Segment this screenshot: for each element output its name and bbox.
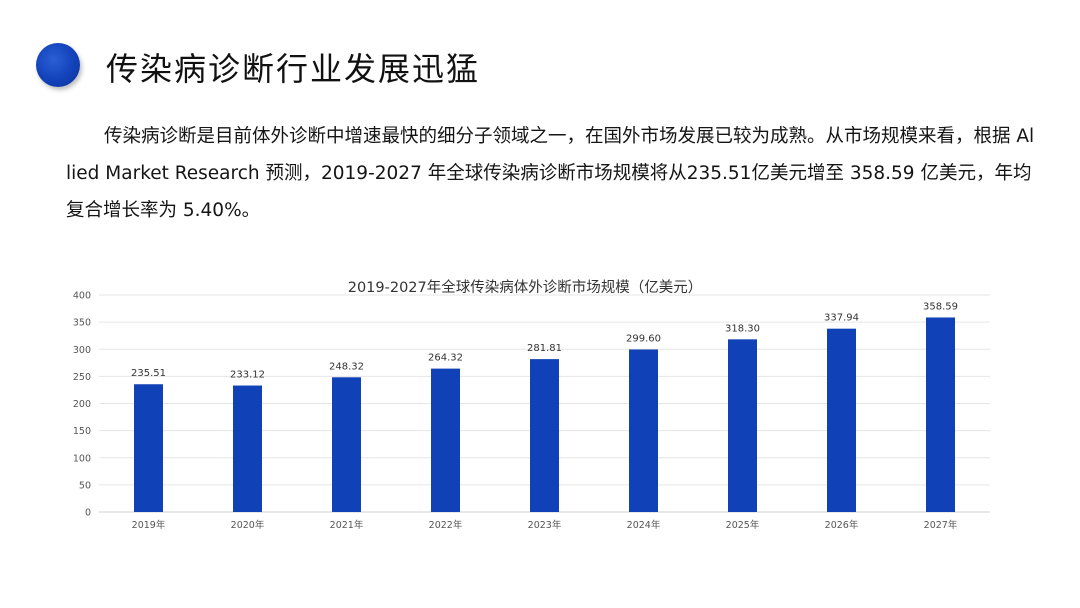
bar — [233, 385, 262, 512]
bar-value-label: 235.51 — [131, 368, 166, 379]
y-tick-label: 100 — [73, 453, 91, 464]
page-title: 传染病诊断行业发展迅猛 — [106, 50, 481, 88]
bar — [134, 384, 163, 512]
x-tick-label: 2023年 — [528, 519, 562, 531]
chart-bars — [134, 317, 955, 512]
y-tick-label: 200 — [73, 399, 91, 410]
x-tick-label: 2026年 — [825, 519, 859, 531]
bar-value-label: 337.94 — [824, 313, 859, 324]
bar — [728, 339, 757, 512]
y-tick-label: 300 — [73, 345, 91, 356]
y-tick-label: 50 — [79, 480, 91, 491]
chart-svg: 2019-2027年全球传染病体外诊断市场规模（亿美元） 0 50 100 150 20… — [73, 278, 990, 531]
chart-title: 2019-2027年全球传染病体外诊断市场规模（亿美元） — [348, 278, 703, 296]
x-tick-label: 2020年 — [231, 519, 265, 531]
x-tick-label: 2024年 — [627, 519, 661, 531]
bar — [332, 377, 361, 512]
x-tick-label: 2022年 — [429, 519, 463, 531]
bar — [926, 317, 955, 512]
y-tick-label: 350 — [73, 318, 91, 329]
bar-value-label: 281.81 — [527, 343, 562, 354]
y-axis-tick-labels: 0 50 100 150 200 250 300 350 400 — [73, 291, 91, 519]
bar — [629, 349, 658, 512]
header-bullet-icon — [36, 43, 80, 87]
bar-value-label: 248.32 — [329, 361, 364, 372]
y-tick-label: 250 — [73, 372, 91, 383]
x-tick-label: 2019年 — [132, 519, 166, 531]
bar-value-label: 233.12 — [230, 370, 265, 381]
bar-value-label: 299.60 — [626, 333, 661, 344]
bar-value-label: 318.30 — [725, 323, 760, 334]
x-tick-label: 2027年 — [924, 519, 958, 531]
y-tick-label: 150 — [73, 426, 91, 437]
bar-value-label: 358.59 — [923, 301, 958, 312]
x-tick-label: 2021年 — [330, 519, 364, 531]
bar-chart: 2019-2027年全球传染病体外诊断市场规模（亿美元） 0 50 100 150 20… — [0, 270, 1080, 570]
bar-value-labels: 235.51 233.12 248.32 264.32 281.81 299.60 318.… — [131, 301, 958, 380]
bar-value-label: 264.32 — [428, 353, 463, 364]
bar — [827, 328, 856, 512]
y-tick-label: 0 — [85, 508, 91, 519]
bar — [431, 368, 460, 512]
x-tick-label: 2025年 — [726, 519, 760, 531]
intro-paragraph: 传染病诊断是目前体外诊断中增速最快的细分子领域之一，在国外市场发展已较为成熟。从… — [66, 126, 1035, 221]
x-axis-tick-labels: 2019年 2020年 2021年 2022年 2023年 2024年 2025年 2026年… — [132, 519, 958, 531]
bar — [530, 359, 559, 512]
y-tick-label: 400 — [73, 291, 91, 302]
